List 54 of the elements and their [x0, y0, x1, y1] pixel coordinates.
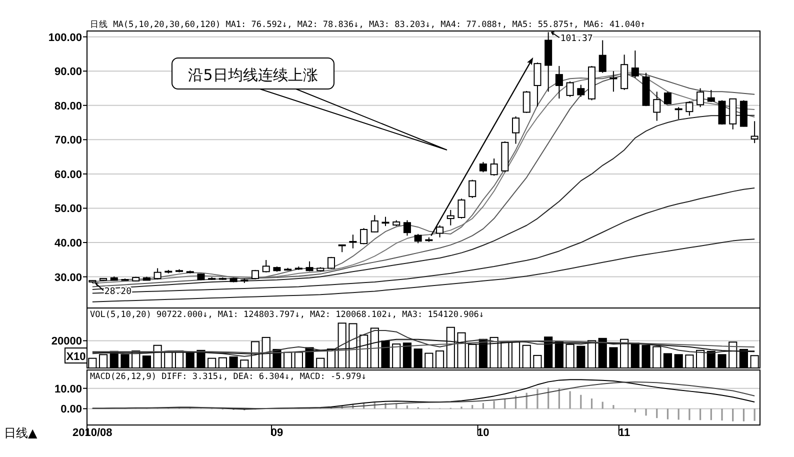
chart-title: MACD(26,12,9) DIFF: 3.315↓, DEA: 6.304↓, MACD: -5.979↓	[90, 372, 366, 382]
candlestick	[696, 88, 704, 108]
y-tick-label: 30.00	[54, 272, 82, 284]
x-tick-label: 2010/08	[72, 427, 112, 439]
candlestick	[479, 161, 487, 173]
annotation: 101.37	[560, 34, 593, 44]
candlestick	[262, 260, 270, 273]
candlestick	[534, 62, 542, 107]
candlestick	[403, 220, 411, 236]
candlestick	[446, 209, 454, 226]
candlestick	[566, 80, 574, 98]
candlestick	[522, 90, 530, 114]
candlestick	[674, 106, 682, 120]
y-tick-label: 80.00	[54, 100, 82, 112]
text: 日线▲	[4, 426, 38, 440]
y-tick-label: 0.00	[60, 404, 82, 416]
candlestick	[653, 91, 661, 122]
y-tick-label: 10.00	[54, 383, 82, 396]
y-tick-label: 100.00	[48, 32, 82, 44]
candlestick	[577, 84, 585, 98]
y-tick-label: 50.00	[54, 203, 82, 216]
candlestick	[718, 100, 726, 126]
candlestick	[512, 116, 520, 144]
annotation: 沿5日均线连续上涨	[188, 66, 318, 84]
chart-title: 日线 MA(5,10,20,30,60,120) MA1: 76.592↓, MA2: 78.836↓, MA3: 83.203↓, MA4: 77.088↑, MA5: 55.875↑, MA6: 41.040↑	[90, 19, 646, 30]
candlestick	[370, 214, 378, 233]
line-series	[92, 238, 756, 302]
candlestick	[631, 50, 639, 78]
candlestick	[490, 158, 498, 176]
candlestick	[382, 216, 390, 227]
candlestick	[360, 228, 368, 245]
y-tick-label: 70.00	[54, 134, 82, 147]
candlestick	[664, 91, 672, 105]
y-tick-label: 20000	[51, 336, 82, 348]
candlestick	[306, 260, 314, 272]
candlestick	[414, 233, 422, 244]
candlestick	[707, 89, 715, 102]
y-tick-label: 40.00	[54, 238, 82, 250]
candlestick	[555, 65, 563, 100]
x-tick-label: 11	[618, 427, 630, 439]
x-tick-label: 10	[477, 427, 490, 439]
candlestick	[620, 54, 628, 90]
candlestick	[436, 224, 444, 238]
line-series	[92, 188, 756, 294]
text: X10	[66, 351, 86, 363]
candlestick	[686, 100, 694, 116]
candlestick	[598, 40, 606, 74]
candlestick	[610, 70, 618, 92]
candlestick	[468, 179, 476, 198]
y-tick-label: 60.00	[54, 168, 82, 181]
candlestick	[458, 198, 466, 220]
chart-title: VOL(5,10,20) 90722.000↓, MA1: 124803.797↓, MA2: 120068.102↓, MA3: 154120.906↓	[90, 310, 484, 320]
candlestick	[349, 234, 357, 249]
y-tick-label: 90.00	[54, 66, 82, 78]
